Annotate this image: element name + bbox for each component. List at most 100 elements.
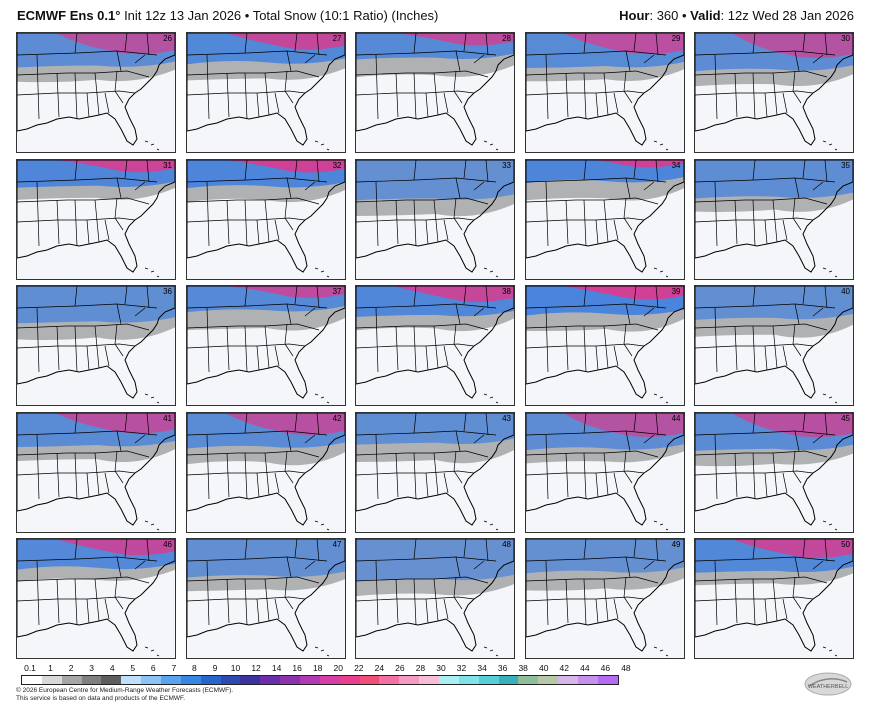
state-border xyxy=(286,303,291,325)
coastline xyxy=(17,159,175,273)
snowfall-map xyxy=(17,33,175,152)
scale-tick-label: 22 xyxy=(354,663,364,673)
state-border xyxy=(794,177,800,198)
state-border xyxy=(463,33,467,52)
scale-swatch xyxy=(41,676,62,684)
state-border xyxy=(413,412,417,433)
scale-tick-label: 5 xyxy=(130,663,136,673)
state-border xyxy=(114,450,124,483)
state-border xyxy=(356,556,497,562)
state-border xyxy=(316,539,319,562)
islands xyxy=(653,267,668,277)
state-border xyxy=(264,452,269,495)
scale-color-bar xyxy=(21,675,619,685)
state-border xyxy=(186,303,327,309)
state-border xyxy=(244,286,247,307)
state-border xyxy=(623,450,632,483)
member-number: 43 xyxy=(502,413,511,423)
scale-swatch xyxy=(339,676,360,684)
member-number: 39 xyxy=(671,287,681,296)
state-border xyxy=(734,578,738,624)
copyright-line: © 2026 European Centre for Medium-Range … xyxy=(16,687,234,694)
state-border xyxy=(525,177,666,182)
state-border xyxy=(395,72,399,118)
state-border xyxy=(545,307,548,373)
coastline xyxy=(17,539,175,652)
islands xyxy=(822,267,838,277)
state-border xyxy=(794,556,800,578)
member-number: 41 xyxy=(163,413,172,423)
coastline xyxy=(525,412,684,526)
state-border xyxy=(792,197,802,230)
moderate-snow-area xyxy=(695,286,853,320)
state-border xyxy=(186,430,327,435)
state-border xyxy=(714,560,718,626)
state-border xyxy=(485,33,489,56)
state-border xyxy=(316,33,319,56)
scale-tick-label: 46 xyxy=(600,663,611,673)
coastline xyxy=(17,33,175,146)
state-border xyxy=(413,539,417,560)
state-border xyxy=(714,434,718,499)
coastline xyxy=(695,286,853,399)
state-border xyxy=(116,177,122,198)
state-border xyxy=(86,472,90,497)
state-border xyxy=(316,412,319,435)
snowfall-map xyxy=(525,539,684,658)
islands xyxy=(822,520,838,530)
state-border xyxy=(443,219,449,240)
state-border xyxy=(655,286,658,309)
scale-tick-label: 12 xyxy=(251,663,261,673)
state-border xyxy=(625,556,630,578)
state-border xyxy=(525,556,666,562)
islands xyxy=(653,393,668,404)
state-border xyxy=(764,598,768,624)
state-border xyxy=(256,92,259,118)
state-border xyxy=(695,177,836,182)
state-border xyxy=(433,72,439,116)
state-border xyxy=(186,556,327,562)
member-number: 33 xyxy=(502,160,511,170)
state-border xyxy=(86,598,90,624)
islands xyxy=(314,140,329,151)
state-border xyxy=(413,159,417,180)
snowfall-map xyxy=(356,286,514,405)
member-panel: 42 xyxy=(185,411,346,533)
scale-tick-label: 44 xyxy=(580,663,590,673)
islands xyxy=(822,393,838,404)
state-border xyxy=(772,72,778,116)
scale-tick-label: 36 xyxy=(497,663,508,673)
state-border xyxy=(792,323,802,357)
state-border xyxy=(226,325,229,371)
state-border xyxy=(545,560,548,626)
islands xyxy=(314,646,329,657)
state-border xyxy=(284,450,293,483)
scale-tick-label: 42 xyxy=(559,663,570,673)
state-border xyxy=(94,72,100,116)
state-border xyxy=(116,430,122,451)
state-border xyxy=(812,434,824,443)
state-border xyxy=(36,181,40,246)
heavy-snow-area xyxy=(379,286,514,302)
scale-swatch xyxy=(240,676,261,684)
member-number: 42 xyxy=(332,413,342,423)
islands xyxy=(822,140,838,151)
state-border xyxy=(625,50,630,72)
snowfall-map xyxy=(525,286,684,405)
state-border xyxy=(643,181,654,190)
state-border xyxy=(286,430,291,451)
state-border xyxy=(413,452,417,499)
member-number: 48 xyxy=(502,540,511,549)
member-number: 37 xyxy=(332,287,342,296)
state-border xyxy=(545,181,548,246)
heavy-snow-area xyxy=(556,286,684,300)
state-border xyxy=(316,286,319,309)
state-border xyxy=(413,33,417,54)
state-border xyxy=(782,472,788,493)
state-border xyxy=(824,539,828,562)
scale-tick-label: 3 xyxy=(89,663,95,673)
moderate-snow-area xyxy=(525,539,684,574)
state-border xyxy=(473,181,485,190)
logo-text: WEATHERBELL xyxy=(808,684,849,690)
member-panel: 26 xyxy=(16,32,176,153)
